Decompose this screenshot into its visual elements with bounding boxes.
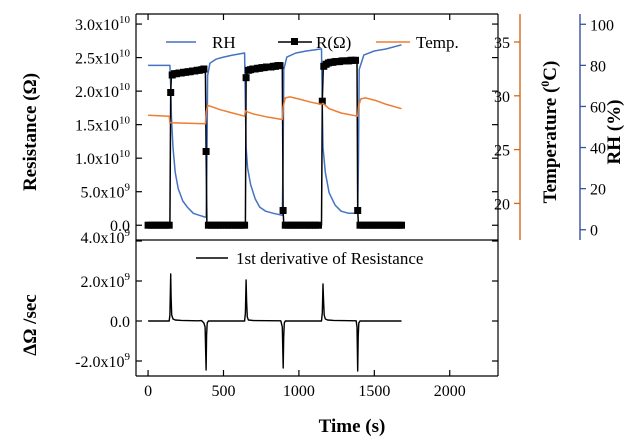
delta-tick-label-2: 2.0x109: [81, 271, 131, 291]
delta-tick-label-0: -2.0x109: [75, 351, 130, 371]
resistance-tick-label-3-base: 1.5x10: [75, 118, 119, 135]
resistance-tick-label-4-base: 2.0x10: [75, 84, 119, 101]
legend-derivative-label: 1st derivative of Resistance: [236, 249, 423, 268]
rh-tick-label-5: 100: [590, 17, 614, 34]
resistance-tick-label-0: 0.0: [110, 218, 130, 235]
time-tick-label-1: 500: [211, 383, 235, 400]
resistance-tick-label-2-base: 1.0x10: [75, 151, 119, 168]
series-resistance-line: [148, 59, 402, 226]
resistance-tick-label-6: 3.0x1010: [75, 14, 131, 34]
rh-tick-label-4: 80: [590, 58, 606, 75]
legend-temp-label: Temp.: [416, 33, 459, 52]
delta-axis-title: ΔΩ /sec: [20, 294, 41, 355]
temperature-axis-title: Temperature (0C): [538, 61, 561, 204]
rh-axis-title: RH (%): [604, 100, 625, 165]
bottom-plot-frame: [135, 239, 499, 377]
rh-tick-label-1: 20: [590, 182, 606, 199]
resistance-axis-title: Resistance (Ω): [20, 73, 41, 191]
resistance-tick-label-6-exp: 10: [119, 14, 131, 26]
temperature-tick-label-1: 25: [494, 143, 510, 160]
tick-marks: [136, 14, 586, 376]
resistance-tick-label-3: 1.5x1010: [75, 115, 131, 135]
time-tick-label-0: 0: [144, 383, 152, 400]
resistance-tick-label-1-base: 5.0x10: [81, 185, 125, 202]
top-plot-frame: [135, 13, 499, 240]
series-temperature-line: [148, 96, 402, 125]
resistance-marker-66: [315, 221, 322, 229]
resistance-tick-label-1-exp: 9: [125, 182, 131, 194]
resistance-marker-53: [276, 62, 284, 70]
resistance-tick-label-6-base: 3.0x10: [75, 17, 119, 34]
temperature-tick-label-0: 20: [494, 196, 510, 213]
resistance-marker-8: [167, 89, 175, 96]
tick-labels: 0.05.0x1091.0x10101.5x10102.0x10102.5x10…: [75, 14, 614, 400]
resistance-marker-98: [398, 221, 405, 229]
delta-tick-label-3-base: 4.0x10: [81, 230, 125, 247]
resistance-marker-82: [352, 56, 359, 64]
temperature-axis-title-main: Temperature (: [540, 87, 561, 204]
resistance-tick-label-3-exp: 10: [119, 115, 131, 127]
legend-r-label: R(Ω): [316, 33, 351, 52]
delta-tick-label-3-exp: 9: [125, 227, 131, 239]
bottom-plot-series: [148, 273, 402, 372]
resistance-marker-7: [165, 221, 173, 229]
delta-tick-label-2-exp: 9: [125, 271, 131, 283]
resistance-marker-54: [279, 207, 287, 214]
delta-tick-label-1: 0.0: [110, 314, 130, 331]
time-tick-label-2: 1000: [283, 383, 315, 400]
series-rh-line: [148, 44, 402, 219]
resistance-marker-23: [200, 65, 208, 73]
delta-tick-label-0-exp: 9: [125, 351, 131, 363]
temperature-axis-title-sup: 0: [538, 81, 552, 87]
series-derivative-line: [148, 273, 402, 372]
resistance-tick-label-5: 2.5x1010: [75, 48, 131, 68]
top-plot-series: [144, 44, 405, 229]
bottom-legend: 1st derivative of Resistance: [196, 249, 423, 268]
resistance-marker-83: [354, 207, 362, 214]
resistance-tick-label-5-base: 2.5x10: [75, 51, 119, 68]
top-legend: RH R(Ω) Temp.: [166, 33, 459, 52]
legend-r-marker: [291, 38, 298, 45]
resistance-marker-38: [242, 74, 250, 82]
delta-tick-label-3: 4.0x109: [81, 227, 131, 247]
resistance-tick-label-1: 5.0x109: [81, 182, 131, 202]
resistance-tick-label-4-exp: 10: [119, 81, 131, 93]
delta-tick-label-0-base: -2.0x10: [75, 354, 124, 371]
time-tick-label-3: 1500: [358, 383, 390, 400]
resistance-marker-67: [318, 97, 326, 105]
resistance-tick-label-2-exp: 10: [119, 148, 131, 160]
time-axis-title: Time (s): [319, 416, 386, 437]
rh-tick-label-3: 60: [590, 99, 606, 116]
rh-tick-label-0: 0: [590, 223, 598, 240]
resistance-tick-label-4: 2.0x1010: [75, 81, 131, 101]
legend-rh-label: RH: [212, 33, 236, 52]
rh-tick-label-2: 40: [590, 141, 606, 158]
resistance-marker-24: [202, 148, 210, 155]
resistance-tick-label-5-exp: 10: [119, 48, 131, 60]
temperature-tick-label-2: 30: [494, 89, 510, 106]
temperature-tick-label-3: 35: [494, 35, 510, 52]
time-tick-label-4: 2000: [434, 383, 466, 400]
temperature-axis-title-end: C): [540, 61, 561, 81]
resistance-tick-label-2: 1.0x1010: [75, 148, 131, 168]
resistance-marker-37: [241, 221, 249, 229]
delta-tick-label-2-base: 2.0x10: [81, 274, 125, 291]
